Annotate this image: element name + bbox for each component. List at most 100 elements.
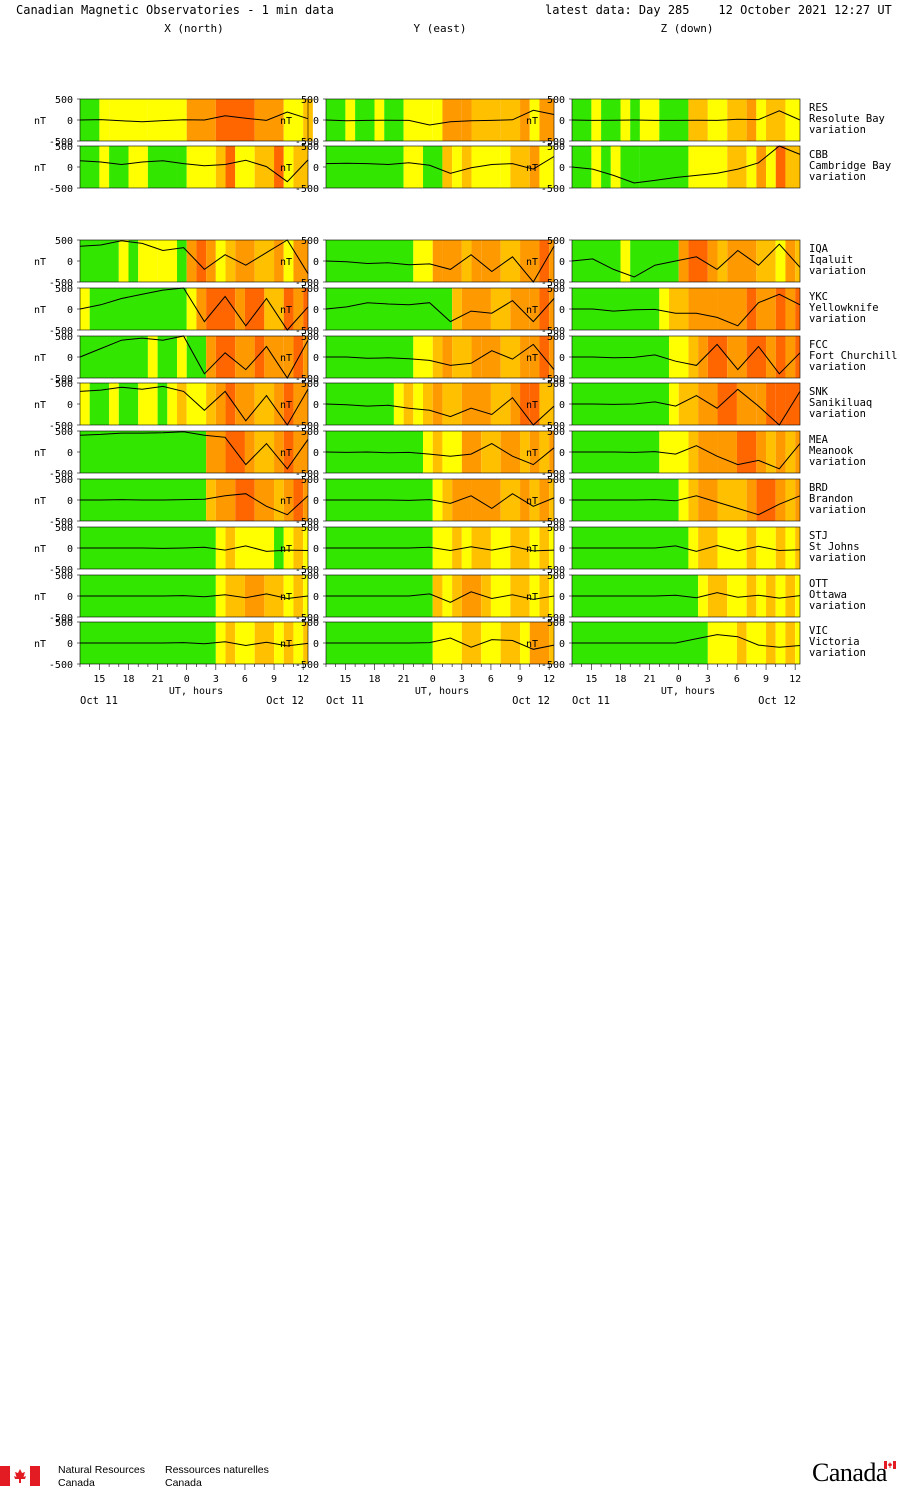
activity-band <box>500 431 521 473</box>
activity-band <box>707 622 737 664</box>
y-tick-label: 0 <box>559 400 565 411</box>
activity-band <box>746 146 757 188</box>
activity-band <box>717 431 737 473</box>
activity-band <box>432 431 443 473</box>
y-tick-label: -500 <box>49 374 73 385</box>
y-tick-label: -500 <box>49 660 73 671</box>
activity-band <box>529 527 540 569</box>
activity-band <box>471 240 482 282</box>
activity-band <box>442 383 462 425</box>
y-tick-label: 500 <box>547 427 565 438</box>
panel-cbb-z <box>569 145 801 189</box>
y-tick-label: 500 <box>301 95 319 106</box>
nrcan-english: Natural Resources Canada <box>58 1464 145 1490</box>
y-axis-unit: nT <box>526 400 538 411</box>
panel-ykc-x <box>77 287 309 331</box>
activity-band <box>529 479 540 521</box>
activity-band <box>500 146 511 188</box>
activity-band <box>442 99 462 141</box>
activity-band <box>80 383 90 425</box>
station-kind: variation <box>809 456 866 468</box>
y-axis-unit: nT <box>280 257 292 268</box>
y-tick-label: -500 <box>541 421 565 432</box>
activity-band <box>766 431 776 473</box>
variation-trace <box>326 493 555 509</box>
activity-band <box>283 575 294 617</box>
station-name: Ottawa <box>809 589 847 601</box>
activity-band <box>118 383 139 425</box>
variation-trace <box>79 385 309 426</box>
y-tick-label: -500 <box>49 565 73 576</box>
y-tick-label: -500 <box>49 421 73 432</box>
activity-band <box>293 383 308 425</box>
station-kind: variation <box>809 361 866 373</box>
date-start-label: Oct 11 <box>80 695 118 707</box>
panel-stj-z <box>569 526 801 570</box>
activity-band <box>461 622 482 664</box>
y-tick-label: 500 <box>301 236 319 247</box>
y-tick-label: -500 <box>295 421 319 432</box>
activity-band <box>461 575 482 617</box>
activity-band <box>795 288 800 330</box>
footer: Natural Resources Canada Ressources natu… <box>0 730 900 1489</box>
activity-band <box>283 383 294 425</box>
activity-band <box>423 431 433 473</box>
activity-band <box>196 240 207 282</box>
activity-band <box>688 336 699 378</box>
activity-band <box>610 146 621 188</box>
activity-band <box>186 146 216 188</box>
activity-band <box>283 240 294 282</box>
x-tick-label: 3 <box>459 674 465 685</box>
y-tick-label: -500 <box>541 469 565 480</box>
y-tick-label: 0 <box>559 544 565 555</box>
activity-band <box>717 527 747 569</box>
activity-band <box>452 575 462 617</box>
activity-band <box>678 383 699 425</box>
activity-band <box>520 99 530 141</box>
panel-res-x <box>77 98 313 142</box>
activity-band <box>235 479 255 521</box>
activity-band <box>785 622 796 664</box>
activity-band <box>520 479 530 521</box>
variation-trace <box>572 592 801 599</box>
x-tick-label: 21 <box>398 674 410 685</box>
activity-band <box>293 431 308 473</box>
y-tick-label: -500 <box>49 184 73 195</box>
activity-band <box>688 527 699 569</box>
y-tick-label: 500 <box>55 142 73 153</box>
y-tick-label: -500 <box>295 137 319 148</box>
station-kind: variation <box>809 124 866 136</box>
activity-band <box>669 383 679 425</box>
activity-band <box>717 240 728 282</box>
activity-band <box>186 240 197 282</box>
activity-band <box>225 527 236 569</box>
variation-trace <box>571 145 801 184</box>
activity-band <box>698 383 718 425</box>
panel-brd-x <box>77 478 309 522</box>
activity-band <box>432 527 453 569</box>
y-axis-unit: nT <box>34 639 46 650</box>
y-tick-label: 0 <box>313 305 319 316</box>
y-tick-label: 0 <box>313 448 319 459</box>
y-axis-unit: nT <box>34 257 46 268</box>
x-tick-label: 18 <box>614 674 626 685</box>
y-tick-label: 0 <box>313 544 319 555</box>
y-tick-label: 500 <box>55 236 73 247</box>
activity-band <box>138 240 158 282</box>
activity-band <box>785 575 796 617</box>
station-name: Brandon <box>809 493 853 505</box>
y-tick-label: 500 <box>301 284 319 295</box>
activity-band <box>254 336 265 378</box>
station-kind: variation <box>809 408 866 420</box>
activity-band <box>206 240 216 282</box>
y-tick-label: 0 <box>67 639 73 650</box>
activity-band <box>717 383 737 425</box>
y-tick-label: -500 <box>295 660 319 671</box>
y-axis-unit: nT <box>34 592 46 603</box>
activity-band <box>756 288 776 330</box>
y-tick-label: -500 <box>295 374 319 385</box>
activity-band <box>471 336 482 378</box>
y-tick-label: 0 <box>67 592 73 603</box>
activity-band <box>746 479 757 521</box>
activity-band <box>167 383 178 425</box>
